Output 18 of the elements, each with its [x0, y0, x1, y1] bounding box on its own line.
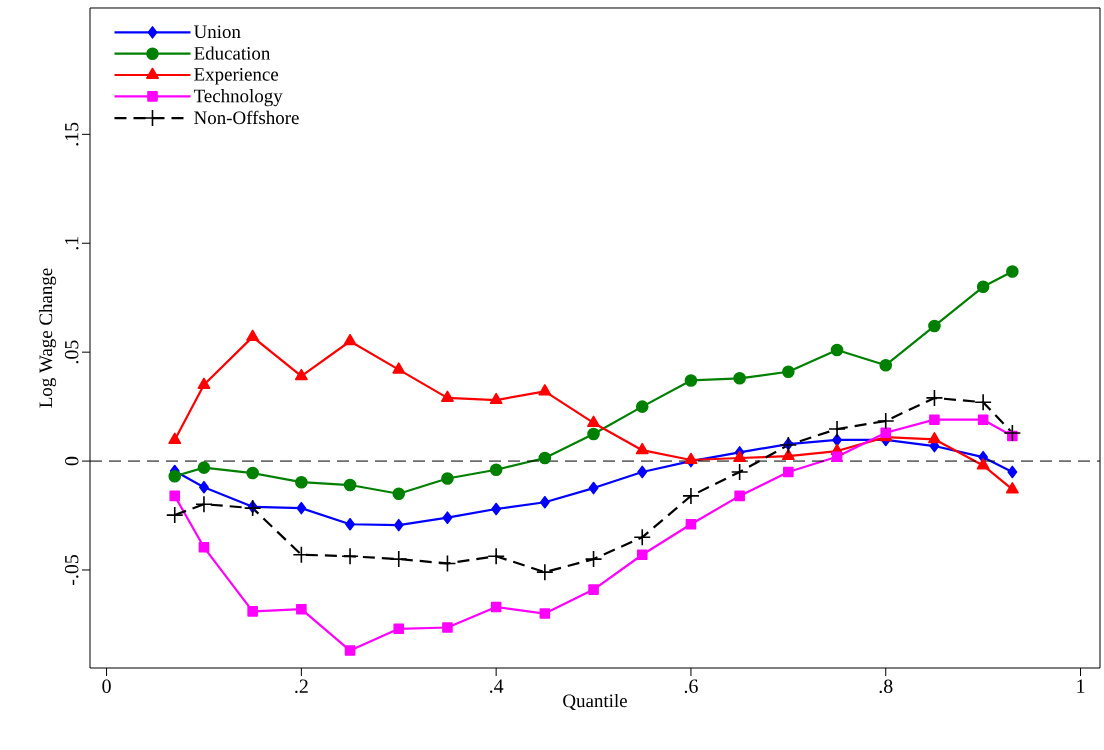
x-tick-label: .2 — [295, 679, 308, 693]
y-axis-title: Log Wage Change — [38, 268, 57, 408]
x-tick-label: 1 — [1077, 679, 1085, 693]
y-tick-label: .1 — [65, 236, 79, 250]
x-tick-label: 0 — [102, 679, 111, 693]
legend-label: Education — [194, 46, 271, 60]
y-tick-label: .15 — [65, 122, 79, 146]
y-tick-label: -.05 — [64, 554, 79, 586]
x-tick-label: .6 — [684, 679, 698, 693]
legend-label: Union — [193, 25, 241, 39]
x-tick-label: .4 — [489, 679, 504, 693]
y-tick-label: .05 — [64, 340, 79, 364]
x-axis-title: Quantile — [563, 693, 627, 711]
legend-label: Technology — [193, 89, 283, 107]
y-tick-label: 0 — [65, 456, 79, 466]
x-tick-label: .8 — [879, 679, 893, 694]
legend-label: Non-Offshore — [194, 110, 299, 125]
legend-label: Experience — [194, 68, 279, 85]
